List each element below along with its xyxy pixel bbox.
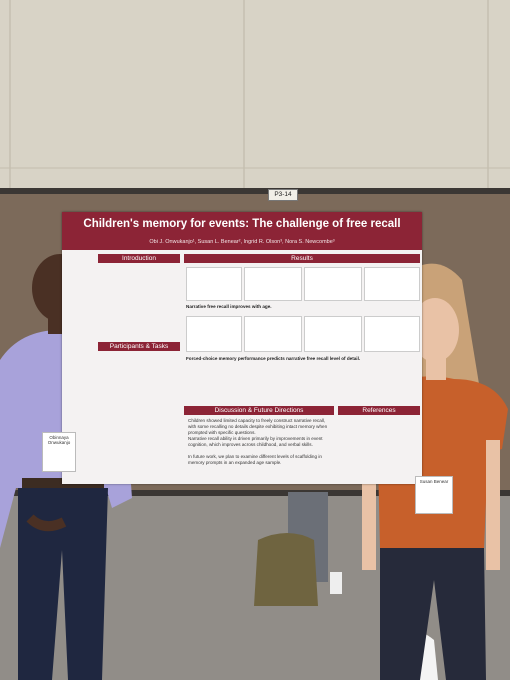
poster-authors: Obi J. Onwukanjo¹, Susan L. Benear², Ing… [62,236,422,250]
backpack [254,533,318,606]
poster-title: Children's memory for events: The challe… [62,212,422,236]
trousers [18,488,108,680]
discussion-point: Narrative recall ability is driven prima… [188,436,323,447]
poster: Children's memory for events: The challe… [62,212,422,484]
plot [364,267,420,301]
board-frame [0,490,510,496]
section-header: Participants & Tasks [98,342,180,351]
booth-number: P3-14 [268,189,298,201]
finding: Forced-choice memory performance predict… [186,356,361,361]
finding: Narrative free recall improves with age. [186,304,272,309]
name-badge: Obinnaya Onwukanjo [42,432,76,472]
neck [426,356,446,380]
wall [0,0,510,195]
head [411,298,459,362]
plot [304,316,362,352]
discussion-point: Children showed limited capacity to free… [188,418,328,435]
arm [486,440,500,570]
plot [244,267,302,301]
plot [364,316,420,352]
cup [330,572,342,594]
name-badge: Susan Benear [415,476,453,514]
trousers [380,548,486,680]
plot [186,267,242,301]
section-header: References [338,406,420,415]
section-header: Results [184,254,420,263]
board-frame [0,188,510,194]
hands [26,514,67,532]
discussion-point: In future work, we plan to examine diffe… [188,454,322,465]
section-header: Introduction [98,254,180,263]
plot [186,316,242,352]
section-header: Discussion & Future Directions [184,406,334,415]
plot [304,267,362,301]
plot [244,316,302,352]
